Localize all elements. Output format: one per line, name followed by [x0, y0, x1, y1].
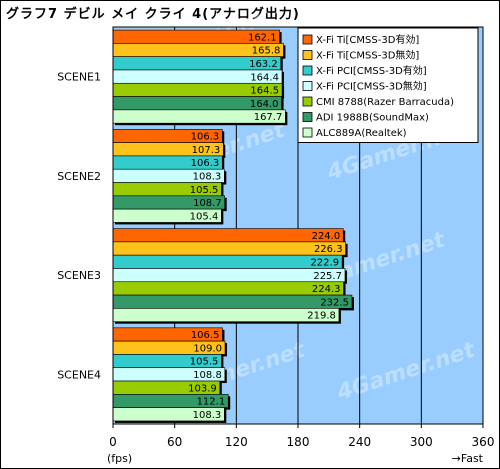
bar	[112, 268, 346, 283]
y-category-label: SCENE1	[57, 71, 101, 84]
legend-swatch	[302, 34, 313, 45]
bar-value-label: 105.5	[190, 357, 219, 368]
bar-value-label: 224.3	[312, 284, 341, 295]
bar-value-label: 106.3	[191, 158, 220, 169]
bar-value-label: 164.0	[250, 99, 279, 110]
y-category-label: SCENE3	[57, 269, 101, 282]
bar-value-label: 167.7	[254, 112, 283, 123]
legend-entry: X-Fi PCI[CMSS-3D有効]	[316, 64, 427, 77]
legend: X-Fi Ti[CMSS-3D有効] X-Fi Ti[CMSS-3D無効] X-Fi…	[297, 27, 479, 143]
x-tick-label: 300	[410, 435, 433, 449]
x-tick-label: 0	[109, 435, 117, 449]
y-category-label: SCENE2	[57, 170, 101, 183]
legend-entry: ALC889A(Realtek)	[316, 128, 407, 139]
bars-layer: 162.1 165.8 163.2 164.4 164.5 164.0 167.7 106.3…	[112, 29, 354, 423]
bar	[112, 241, 346, 256]
bar-value-label: 164.5	[250, 86, 279, 97]
bar	[112, 254, 343, 269]
bar-value-label: 224.0	[312, 231, 341, 242]
bar-value-label: 108.3	[193, 172, 222, 183]
bar-value-label: 106.3	[191, 132, 220, 143]
unit-label: (fps)	[107, 452, 132, 465]
bar-value-label: 103.9	[188, 383, 217, 394]
bar	[112, 294, 353, 309]
legend-swatch	[302, 50, 313, 60]
bar-value-label: 219.8	[307, 311, 336, 322]
x-tick-label: 120	[225, 435, 248, 449]
legend-swatch	[302, 127, 313, 138]
legend-swatch	[302, 96, 313, 107]
x-tick-label: 360	[472, 435, 495, 449]
bar	[112, 228, 344, 243]
bar-value-label: 109.0	[193, 343, 222, 354]
bar	[112, 308, 340, 322]
bar-value-label: 225.7	[313, 271, 342, 282]
bar-value-label: 108.8	[193, 370, 222, 381]
bar-value-label: 105.5	[190, 185, 219, 196]
bar-value-label: 232.5	[320, 297, 349, 308]
bar-value-label: 165.8	[252, 46, 281, 57]
legend-swatch	[302, 112, 313, 122]
bar-value-label: 107.3	[192, 145, 221, 156]
bar-value-label: 164.4	[250, 72, 279, 83]
legend-entry: X-Fi Ti[CMSS-3D無効]	[316, 49, 419, 62]
chart-title: グラフ7 デビル メイ クライ 4(アナログ出力)	[6, 7, 300, 22]
x-tick-label: 240	[348, 435, 371, 449]
bar	[112, 281, 344, 296]
bar-value-label: 112.1	[197, 397, 226, 408]
y-axis: SCENE1 SCENE2 SCENE3 SCENE4	[57, 71, 101, 382]
legend-box	[297, 27, 479, 143]
x-tick-label: 180	[287, 435, 310, 449]
legend-swatch	[302, 65, 313, 76]
bar-value-label: 106.5	[191, 330, 220, 341]
legend-entry: CMI 8788(Razer Barracuda)	[316, 97, 454, 108]
x-axis: 0 60 120 180 240 300 360	[109, 424, 494, 449]
legend-swatch	[302, 81, 313, 91]
bar-value-label: 108.3	[193, 410, 222, 421]
y-category-label: SCENE4	[57, 368, 101, 381]
bar-value-label: 105.4	[190, 211, 219, 222]
legend-entry: X-Fi Ti[CMSS-3D有効]	[316, 33, 419, 46]
bar-value-label: 163.2	[249, 59, 278, 70]
bar-value-label: 222.9	[310, 257, 339, 268]
legend-entry: ADI 1988B(SoundMax)	[316, 113, 429, 124]
bar-value-label: 226.3	[314, 244, 343, 255]
x-tick-label: 60	[167, 435, 182, 449]
legend-entry: X-Fi PCI[CMSS-3D無効]	[316, 80, 427, 93]
bar-value-label: 108.7	[193, 198, 222, 209]
direction-label: →Fast	[452, 452, 484, 465]
bar-value-label: 162.1	[248, 32, 277, 43]
